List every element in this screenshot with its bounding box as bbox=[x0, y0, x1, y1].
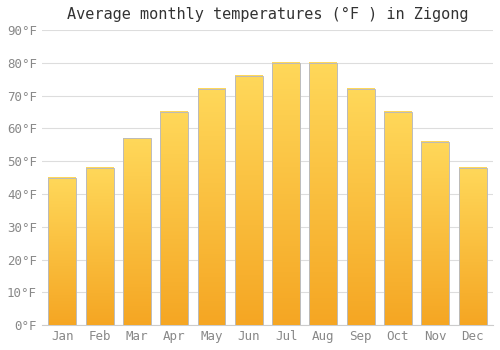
Bar bbox=[198, 89, 226, 325]
Bar bbox=[384, 112, 412, 325]
Bar bbox=[160, 112, 188, 325]
Bar bbox=[235, 76, 263, 325]
Bar bbox=[346, 89, 374, 325]
Bar bbox=[310, 63, 338, 325]
Bar bbox=[86, 168, 114, 325]
Bar bbox=[48, 178, 76, 325]
Title: Average monthly temperatures (°F ) in Zigong: Average monthly temperatures (°F ) in Zi… bbox=[66, 7, 468, 22]
Bar bbox=[272, 63, 300, 325]
Bar bbox=[458, 168, 486, 325]
Bar bbox=[422, 141, 449, 325]
Bar bbox=[123, 138, 151, 325]
